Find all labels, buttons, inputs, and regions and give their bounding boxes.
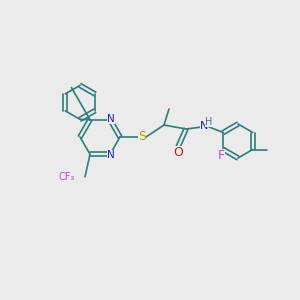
Text: S: S bbox=[138, 130, 146, 143]
Text: O: O bbox=[173, 146, 183, 158]
Text: N: N bbox=[107, 150, 115, 160]
Text: N: N bbox=[107, 114, 115, 124]
Text: CF₃: CF₃ bbox=[58, 172, 75, 182]
Text: F: F bbox=[218, 149, 225, 162]
Text: H: H bbox=[205, 117, 213, 127]
Text: N: N bbox=[200, 121, 208, 131]
